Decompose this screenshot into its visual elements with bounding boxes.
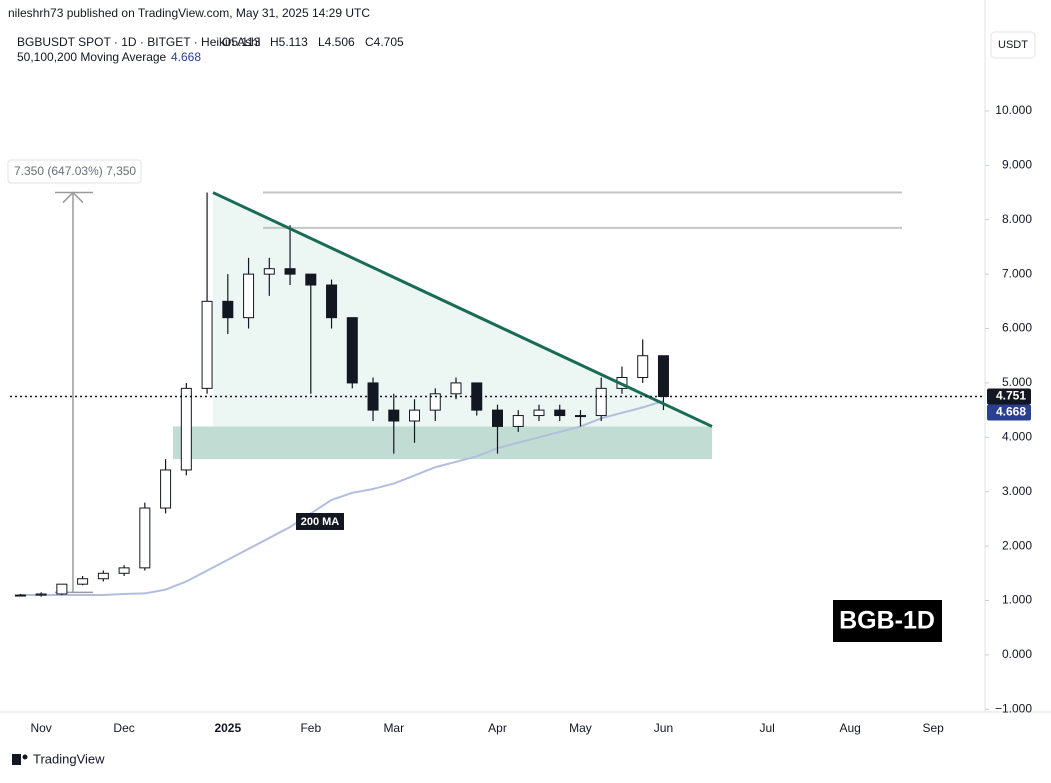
candle-body bbox=[263, 268, 275, 275]
y-tick-label: 5.000 bbox=[1002, 375, 1032, 389]
x-tick-label: May bbox=[569, 721, 592, 735]
ma-price-tag bbox=[987, 404, 1031, 421]
x-tick-label: Feb bbox=[300, 721, 321, 735]
candle-body bbox=[97, 572, 109, 580]
y-tick-label: 0.000 bbox=[1002, 647, 1032, 661]
candle-body bbox=[139, 507, 151, 569]
x-tick-label: Sep bbox=[922, 721, 944, 735]
y-tick-label: 8.000 bbox=[1002, 212, 1032, 226]
candle-body bbox=[346, 317, 358, 384]
y-tick-label: −1.000 bbox=[995, 701, 1032, 715]
candle-body bbox=[326, 284, 338, 319]
measure-label: 7.350 (647.03%) 7,350 bbox=[14, 164, 136, 178]
candle-body bbox=[56, 583, 68, 595]
ohlc-high: H5.113 bbox=[270, 35, 308, 49]
candle-body bbox=[118, 567, 130, 574]
candle-body bbox=[554, 409, 566, 417]
candle-body bbox=[512, 415, 524, 427]
x-tick-label: Jul bbox=[760, 721, 775, 735]
candle-body bbox=[657, 355, 669, 398]
measure-label-box bbox=[7, 159, 142, 184]
y-tick-label: 6.000 bbox=[1002, 321, 1032, 335]
y-tick-label: 1.000 bbox=[1002, 593, 1032, 607]
candle-body bbox=[14, 594, 26, 597]
publisher: nileshrh73 published on TradingView.com,… bbox=[8, 6, 370, 20]
x-tick-label: Mar bbox=[383, 721, 404, 735]
candle-body bbox=[637, 355, 649, 378]
candle-body bbox=[388, 409, 400, 422]
candle-body bbox=[284, 268, 296, 275]
trendline bbox=[212, 191, 713, 428]
x-tick-label: Dec bbox=[113, 721, 134, 735]
candle-body bbox=[492, 409, 503, 427]
candle-body bbox=[222, 300, 234, 319]
y-tick-label: 2.000 bbox=[1002, 538, 1032, 552]
last-price-label: 4.751 bbox=[996, 389, 1026, 403]
indicator-name: 50,100,200 Moving Average bbox=[17, 50, 167, 64]
x-tick-label: Aug bbox=[839, 721, 860, 735]
x-tick-label: Nov bbox=[30, 721, 51, 735]
footer-brand: TradingView bbox=[33, 751, 105, 766]
footer-logo bbox=[12, 754, 28, 765]
y-tick-label: 4.000 bbox=[1002, 429, 1032, 443]
indicator-value: 4.668 bbox=[171, 50, 201, 64]
y-tick-label: 9.000 bbox=[1002, 158, 1032, 172]
badge-label: BGB-1D bbox=[839, 607, 935, 635]
ma-label: 200 MA bbox=[301, 516, 340, 528]
candle-body bbox=[595, 387, 607, 417]
x-tick-label: Apr bbox=[488, 721, 507, 735]
ohlc-close: C4.705 bbox=[365, 35, 404, 49]
symbol: BGBUSDT SPOT · 1D · BITGET · Heikin Ashi bbox=[17, 35, 260, 49]
candle-body bbox=[201, 300, 213, 389]
ma-price-label: 4.668 bbox=[996, 405, 1026, 419]
x-tick-label: 2025 bbox=[214, 721, 241, 735]
ma-label-box bbox=[296, 513, 344, 530]
badge-box bbox=[833, 600, 942, 642]
candle-body bbox=[77, 578, 89, 585]
candle-body bbox=[367, 382, 379, 411]
candle-body bbox=[533, 409, 545, 417]
candle-body bbox=[35, 593, 47, 596]
currency-button[interactable] bbox=[990, 31, 1036, 59]
y-tick-label: 10.000 bbox=[995, 103, 1032, 117]
y-tick-label: 3.000 bbox=[1002, 484, 1032, 498]
moving-average bbox=[20, 400, 664, 597]
x-tick-label: Jun bbox=[654, 721, 673, 735]
y-tick-label: 7.000 bbox=[1002, 266, 1032, 280]
candle-body bbox=[450, 382, 462, 395]
candle-body bbox=[429, 393, 441, 411]
currency-label[interactable]: USDT bbox=[998, 39, 1028, 51]
ohlc-low: L4.506 bbox=[318, 35, 355, 49]
candle-body bbox=[305, 273, 317, 286]
candle-body bbox=[243, 273, 255, 319]
candle-body bbox=[160, 469, 172, 509]
last-price-tag bbox=[987, 388, 1031, 405]
candle-body bbox=[180, 387, 192, 471]
candle-body bbox=[574, 415, 586, 418]
ohlc-open: O5.113 bbox=[222, 35, 261, 49]
candle-body bbox=[409, 409, 421, 422]
support-zone bbox=[173, 426, 712, 460]
